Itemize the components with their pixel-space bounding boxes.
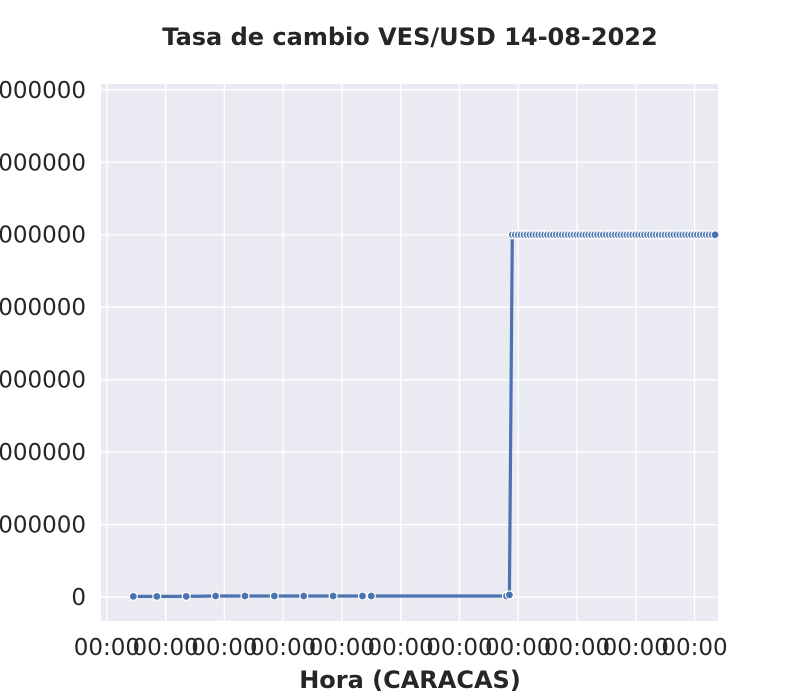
data-point — [181, 591, 191, 601]
data-point — [328, 591, 338, 601]
x-tick-label: 00:00 — [603, 635, 669, 661]
x-tick-label: 00:00 — [544, 635, 610, 661]
x-tick-label: 00:00 — [250, 635, 316, 661]
y-tick-label: 3000000 — [0, 368, 86, 394]
x-tick-label: 00:00 — [191, 635, 257, 661]
series-group — [128, 230, 720, 601]
x-tick-label: 00:00 — [368, 635, 434, 661]
y-tick-label: 4000000 — [0, 295, 86, 321]
data-point — [710, 230, 720, 240]
x-tick-label: 00:00 — [132, 635, 198, 661]
x-tick-label: 00:00 — [426, 635, 492, 661]
grid — [101, 84, 718, 621]
y-tick-label: 7000000 — [0, 78, 86, 104]
data-point — [357, 591, 368, 601]
y-tick-label: 6000000 — [0, 150, 86, 176]
x-axis-label: Hora (CARACAS) — [299, 666, 521, 694]
y-tick-label: 1000000 — [0, 513, 86, 539]
x-tick-label: 00:00 — [309, 635, 375, 661]
data-point — [366, 591, 376, 601]
x-tick-label: 00:00 — [74, 635, 140, 661]
data-point — [269, 591, 279, 601]
y-tick-label: 0 — [71, 585, 86, 611]
y-tick-label: 5000000 — [0, 223, 86, 249]
data-point — [240, 591, 250, 601]
data-point — [128, 591, 138, 601]
data-point — [504, 590, 514, 600]
x-ticks: 00:0000:0000:0000:0000:0000:0000:0000:00… — [74, 635, 728, 661]
chart-title: Tasa de cambio VES/USD 14-08-2022 — [162, 23, 657, 51]
x-tick-label: 00:00 — [485, 635, 551, 661]
data-point — [152, 591, 162, 601]
plot-area — [101, 84, 718, 621]
data-point — [299, 591, 309, 601]
x-tick-label: 00:00 — [661, 635, 727, 661]
data-point — [210, 591, 221, 601]
